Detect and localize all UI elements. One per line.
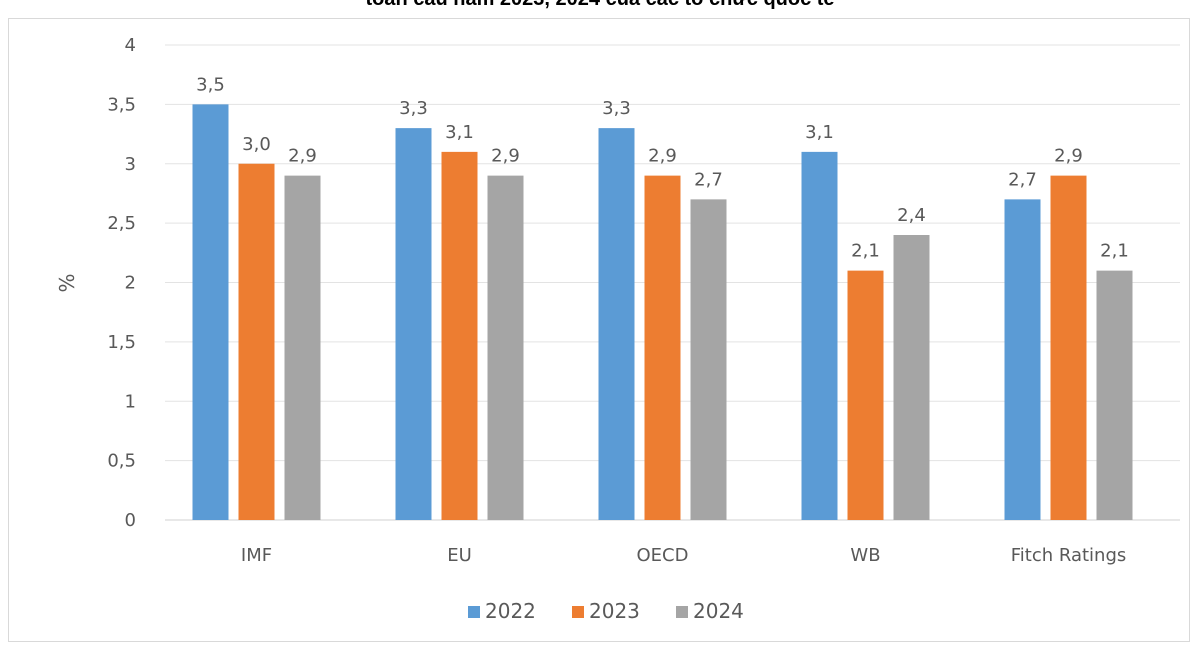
x-tick-label: IMF — [241, 545, 272, 566]
bar-oecd-2024 — [690, 199, 727, 520]
bar-wb-2023 — [847, 270, 884, 520]
data-label: 2,9 — [491, 146, 520, 167]
y-tick-label: 3,5 — [107, 94, 136, 115]
bar-fitch-ratings-2024 — [1096, 270, 1133, 520]
bar-wb-2022 — [801, 151, 838, 520]
bar-wb-2024 — [893, 235, 930, 520]
y-tick-label: 0,5 — [107, 451, 136, 472]
x-tick-label: EU — [447, 545, 472, 566]
data-label: 2,9 — [648, 146, 677, 167]
data-label: 3,5 — [196, 74, 225, 95]
data-label: 3,3 — [399, 98, 428, 119]
bar-imf-2023 — [238, 163, 275, 520]
y-tick-label: 3 — [125, 154, 136, 175]
bar-fitch-ratings-2023 — [1050, 175, 1087, 520]
legend-label-2022: 2022 — [485, 599, 536, 623]
bar-eu-2023 — [441, 151, 478, 520]
data-label: 3,1 — [805, 122, 834, 143]
data-label: 2,4 — [897, 205, 926, 226]
data-label: 2,9 — [1054, 146, 1083, 167]
bar-eu-2024 — [487, 175, 524, 520]
legend-label-2024: 2024 — [693, 599, 744, 623]
x-tick-label: WB — [850, 545, 880, 566]
y-axis-title: % — [55, 273, 79, 292]
y-tick-label: 2,5 — [107, 213, 136, 234]
x-tick-label: Fitch Ratings — [1011, 545, 1127, 566]
legend-swatch-2023 — [572, 606, 584, 618]
legend-label-2023: 2023 — [589, 599, 640, 623]
y-tick-label: 1,5 — [107, 332, 136, 353]
bar-eu-2022 — [395, 128, 432, 520]
y-tick-label: 1 — [125, 391, 136, 412]
chart-frame — [8, 18, 1190, 642]
data-label: 2,1 — [851, 241, 880, 262]
data-label: 2,7 — [694, 169, 723, 190]
data-label: 3,3 — [602, 98, 631, 119]
data-label: 2,7 — [1008, 169, 1037, 190]
data-label: 2,1 — [1100, 241, 1129, 262]
data-label: 3,1 — [445, 122, 474, 143]
bar-oecd-2023 — [644, 175, 681, 520]
data-label: 3,0 — [242, 134, 271, 155]
legend-swatch-2024 — [676, 606, 688, 618]
bar-imf-2024 — [284, 175, 321, 520]
y-tick-label: 2 — [125, 273, 136, 294]
data-label: 2,9 — [288, 146, 317, 167]
legend-swatch-2022 — [468, 606, 480, 618]
y-tick-label: 4 — [125, 35, 136, 56]
bar-oecd-2022 — [598, 128, 635, 520]
y-tick-label: 0 — [125, 510, 136, 531]
chart-title: toàn cầu năm 2023, 2024 của các tổ chức … — [0, 0, 1200, 11]
bar-imf-2022 — [192, 104, 229, 520]
bar-fitch-ratings-2022 — [1004, 199, 1041, 520]
x-tick-label: OECD — [637, 545, 689, 566]
